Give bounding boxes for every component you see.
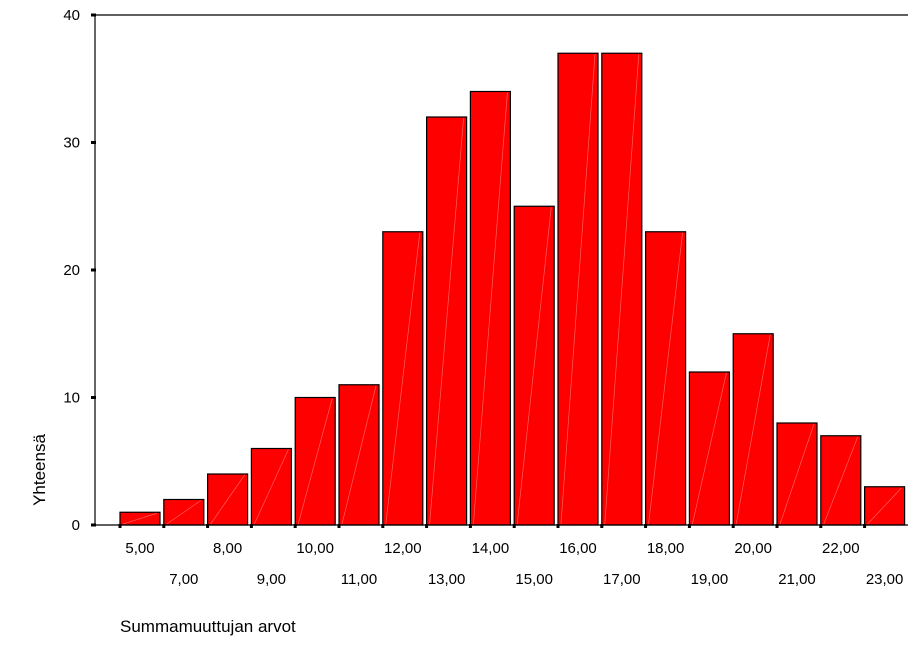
x-tick-mark xyxy=(381,524,385,528)
x-tick-label: 8,00 xyxy=(213,540,242,557)
y-tick-label: 10 xyxy=(63,390,80,407)
bar-shading-line xyxy=(429,117,464,525)
x-tick-mark xyxy=(687,524,691,528)
bar-7,00 xyxy=(163,498,205,526)
x-tick-mark xyxy=(863,524,867,528)
x-tick-label: 23,00 xyxy=(866,571,904,588)
y-tick-mark xyxy=(91,13,96,17)
bar-shading-line xyxy=(604,54,640,525)
x-tick-mark xyxy=(556,524,560,528)
bar-shading-line xyxy=(560,54,596,525)
bar-shading-line xyxy=(122,512,158,525)
bar-10,00 xyxy=(294,396,336,526)
bar-rect xyxy=(820,435,862,526)
bar-17,00 xyxy=(601,52,643,526)
bar-13,00 xyxy=(426,116,468,526)
y-tick-label: 0 xyxy=(72,517,80,534)
bar-shading-line xyxy=(823,436,859,525)
bar-21,00 xyxy=(776,422,818,526)
bars-layer xyxy=(119,52,906,526)
bar-shading-line xyxy=(297,398,333,525)
x-tick-label: 5,00 xyxy=(125,540,154,557)
x-tick-label: 7,00 xyxy=(169,571,198,588)
x-tick-label: 21,00 xyxy=(778,571,816,588)
bar-shading-line xyxy=(385,232,421,525)
bar-shading-line xyxy=(648,232,683,525)
x-tick-mark xyxy=(600,524,604,528)
bar-19,00 xyxy=(688,371,731,526)
bar-20,00 xyxy=(732,333,774,526)
y-tick-label: 40 xyxy=(63,7,80,24)
x-tick-mark xyxy=(731,524,735,528)
bar-shading-line xyxy=(867,487,902,525)
bar-shading-line xyxy=(341,385,377,525)
x-tick-label: 16,00 xyxy=(559,540,597,557)
bar-shading-line xyxy=(779,423,815,525)
x-tick-label: 10,00 xyxy=(296,540,334,557)
y-tick-mark xyxy=(91,268,96,272)
x-tick-label: 22,00 xyxy=(822,540,860,557)
bar-14,00 xyxy=(469,90,511,526)
x-tick-mark xyxy=(162,524,166,528)
bar-16,00 xyxy=(557,52,599,526)
bar-shading-line xyxy=(735,334,771,525)
bar-18,00 xyxy=(644,231,687,526)
x-tick-mark xyxy=(468,524,472,528)
x-tick-mark xyxy=(337,524,341,528)
x-tick-label: 11,00 xyxy=(341,571,377,588)
x-tick-label: 9,00 xyxy=(257,571,286,588)
bar-shading-line xyxy=(254,449,289,525)
x-tick-label: 17,00 xyxy=(603,571,641,588)
bar-5,00 xyxy=(119,511,161,526)
bar-shading-line xyxy=(516,207,552,525)
x-tick-label: 19,00 xyxy=(691,571,729,588)
x-tick-label: 13,00 xyxy=(428,571,466,588)
x-tick-label: 14,00 xyxy=(472,540,510,557)
x-tick-label: 18,00 xyxy=(647,540,685,557)
bar-23,00 xyxy=(863,486,906,526)
y-tick-label: 20 xyxy=(63,262,80,279)
x-tick-mark xyxy=(206,524,210,528)
bar-11,00 xyxy=(338,384,380,526)
x-tick-label: 20,00 xyxy=(734,540,772,557)
y-tick-mark xyxy=(91,141,96,144)
y-tick-mark xyxy=(91,523,96,527)
x-tick-mark xyxy=(425,524,429,528)
bar-8,00 xyxy=(207,473,249,526)
x-tick-mark xyxy=(775,524,779,528)
x-tick-mark xyxy=(512,524,516,528)
x-tick-mark xyxy=(293,524,297,528)
bar-9,00 xyxy=(250,447,292,526)
y-axis-title: Yhteensä xyxy=(30,434,49,506)
bar-12,00 xyxy=(382,231,424,526)
bar-shading-line xyxy=(473,92,508,525)
x-tick-label: 15,00 xyxy=(515,571,553,588)
labels-layer: 5,00 7,00 8,00 9,00 10,00 11,00 12,00 13,00 14,0… xyxy=(63,7,903,588)
bar-shading-line xyxy=(210,474,245,525)
x-tick-mark xyxy=(644,524,648,528)
bar-shading-line xyxy=(166,500,201,525)
x-tick-mark xyxy=(819,524,823,528)
x-tick-label: 12,00 xyxy=(384,540,422,557)
y-tick-mark xyxy=(91,396,96,399)
y-tick-label: 30 xyxy=(63,135,80,152)
x-tick-mark xyxy=(118,524,122,528)
bar-15,00 xyxy=(513,205,555,526)
x-tick-mark xyxy=(249,524,253,528)
bar-shading-line xyxy=(692,372,727,525)
ticks-layer xyxy=(91,13,867,528)
x-axis-title: Summamuuttujan arvot xyxy=(120,617,296,636)
bar-22,00 xyxy=(820,435,862,526)
